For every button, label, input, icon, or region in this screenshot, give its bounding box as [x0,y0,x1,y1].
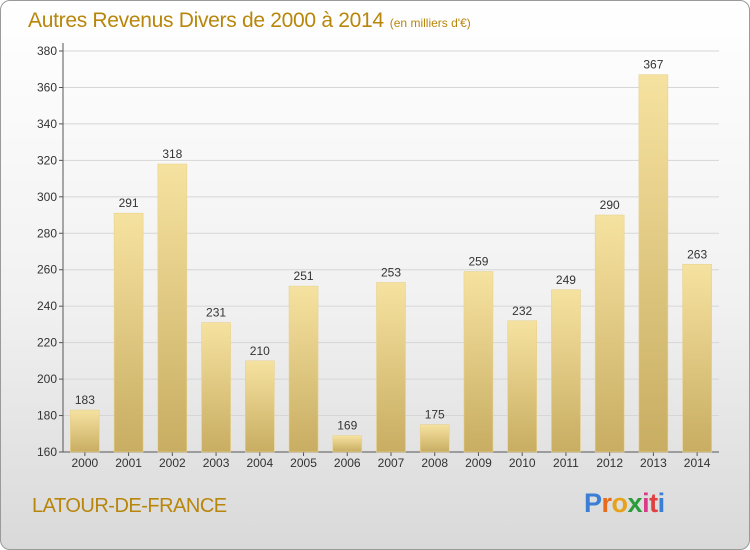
proxiti-logo: Proxiti [584,488,665,519]
value-label: 367 [643,58,663,72]
x-tick-label: 2013 [640,456,667,470]
value-label: 169 [337,419,357,433]
x-tick-label: 2014 [684,456,711,470]
value-label: 259 [468,255,488,269]
value-label: 232 [512,304,532,318]
bar-2003 [201,322,231,453]
bar-2002 [157,163,188,453]
x-tick-label: 2010 [509,456,536,470]
y-tick-label: 240 [37,299,57,313]
bar-2012 [594,214,625,453]
value-label: 290 [600,198,620,212]
logo-letter: r [601,488,613,518]
bar-2011 [551,289,581,453]
logo-letter: o [611,488,629,518]
y-tick-label: 260 [37,263,57,277]
bar-2008 [419,424,450,453]
value-label: 263 [687,247,707,261]
value-label: 175 [425,408,445,422]
value-label: 210 [250,344,270,358]
chart-title: Autres Revenus Divers de 2000 à 2014 (en … [28,9,471,33]
value-label: 291 [119,196,139,210]
y-tick-labels: 160 180 200 220 240 260 280 300 320 340 360 380 [37,44,57,459]
chart-title-unit: (en milliers d'€) [389,16,471,30]
logo-letter: i [657,488,666,518]
x-tick-label: 2004 [246,456,273,470]
logo-letter: i [642,488,650,518]
x-tick-label: 2001 [115,456,142,470]
x-tick-label: 2003 [203,456,230,470]
logo-letter: x [627,488,643,518]
x-tick-label: 2005 [290,456,317,470]
x-tick-label: 2008 [421,456,448,470]
bar-2004 [245,360,275,453]
y-tick-label: 300 [37,190,57,204]
bar-2010 [507,320,538,453]
bar-2013 [638,74,669,453]
value-label: 318 [162,147,182,161]
value-label: 253 [381,265,401,279]
x-tick-label: 2012 [596,456,623,470]
x-tick-label: 2000 [72,456,99,470]
x-tick-label: 2007 [378,456,405,470]
bar-2006 [332,435,363,453]
value-label: 183 [75,393,95,407]
logo-letter: P [584,488,602,518]
y-tick-label: 380 [37,44,57,58]
x-tick-label: 2002 [159,456,186,470]
location-name: LATOUR-DE-FRANCE [32,495,227,517]
bar-2000 [70,409,100,453]
bar-2014 [682,263,712,453]
y-tick-label: 360 [37,80,57,94]
bars [70,74,712,453]
value-label: 231 [206,306,226,320]
y-tick-label: 320 [37,153,57,167]
y-tick-label: 160 [37,445,57,459]
value-labels: 183 291 318 231 210 251 169 253 175 259 232 249 290 3… [75,58,708,433]
y-tick-label: 220 [37,336,57,350]
value-label: 249 [556,273,576,287]
x-tick-label: 2009 [465,456,492,470]
value-label: 251 [294,269,314,283]
bar-2001 [113,212,144,453]
x-tick-label: 2006 [334,456,361,470]
bar-2007 [376,282,406,453]
logo-letter: t [649,488,658,518]
x-tick-label: 2011 [553,456,579,470]
x-tick-labels: 2000 2001 2002 2003 2004 2005 2006 2007 2008 2009… [72,456,711,470]
y-tick-label: 180 [37,409,57,423]
y-tick-label: 280 [37,226,57,240]
bar-2005 [288,285,319,453]
y-tick-label: 340 [37,117,57,131]
y-tick-label: 200 [37,372,57,386]
chart-title-main: Autres Revenus Divers de 2000 à 2014 [28,9,384,32]
bar-2009 [463,271,494,453]
